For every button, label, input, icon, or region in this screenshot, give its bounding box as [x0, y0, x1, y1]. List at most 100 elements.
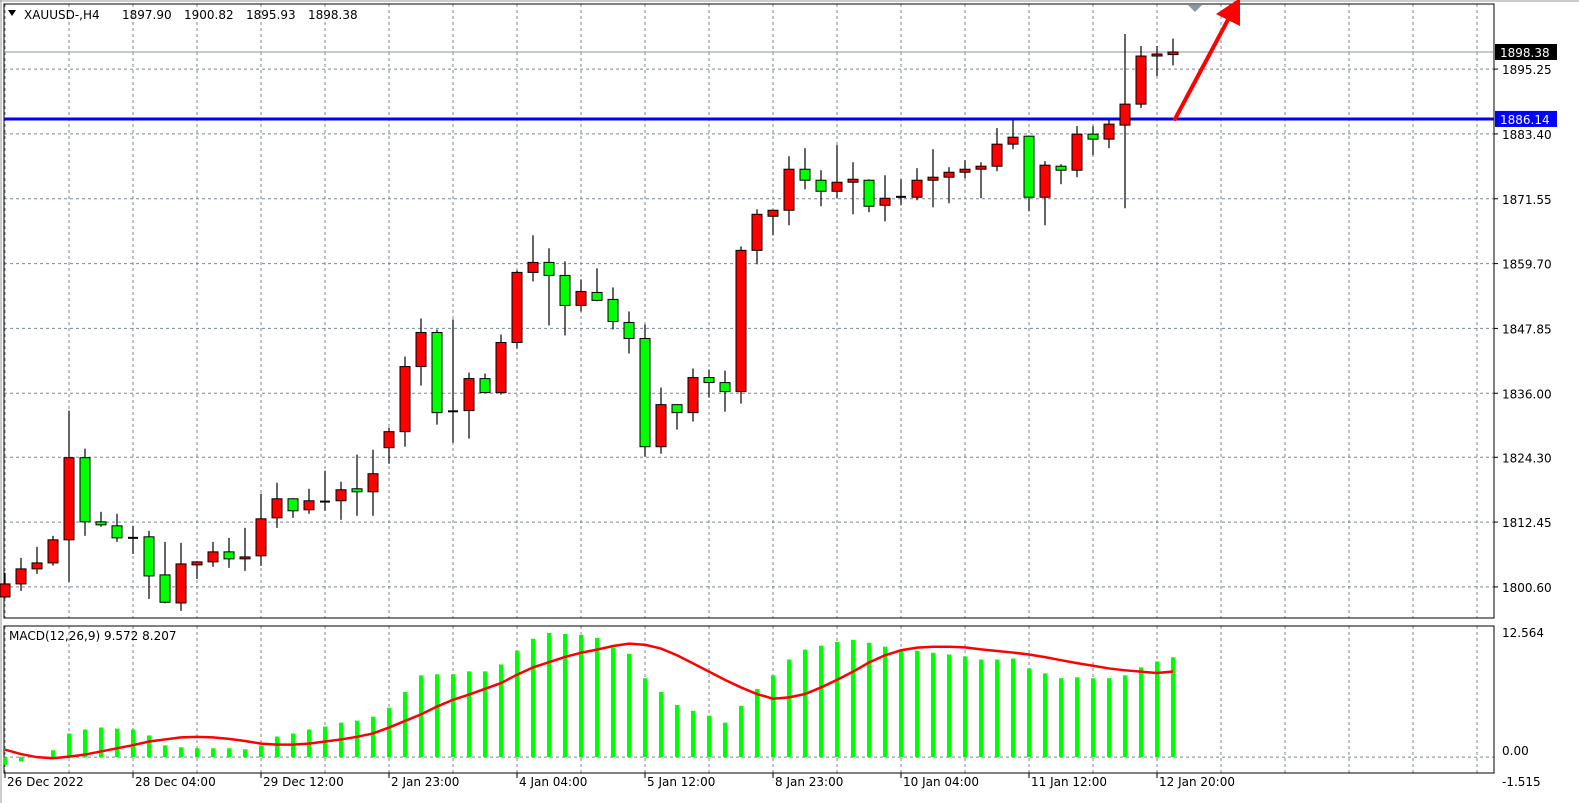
macd-histogram-bar [883, 646, 888, 758]
candle [911, 168, 923, 201]
macd-histogram-bar [739, 705, 744, 758]
candle [79, 448, 91, 536]
bid-price-label: 1898.38 [1500, 46, 1550, 60]
candle-body [47, 539, 59, 564]
macd-histogram-bar [995, 659, 1000, 758]
candle [1087, 126, 1099, 156]
candles [0, 33, 1179, 611]
macd-histogram-bar [355, 720, 360, 758]
candle-body [1151, 53, 1163, 57]
candle-body [975, 165, 987, 170]
candle-body [687, 377, 699, 414]
candle [591, 268, 603, 302]
macd-histogram-bar [3, 757, 8, 765]
candle [223, 537, 235, 568]
macd-histogram-bar [1043, 673, 1048, 758]
macd-histogram-bar [691, 710, 696, 758]
candle-body [911, 179, 923, 198]
macd-histogram-bar [67, 733, 72, 758]
candle [607, 287, 619, 330]
candle-body [159, 574, 171, 603]
candle-body [351, 488, 363, 493]
candle-body [575, 290, 587, 306]
macd-histogram-bar [371, 716, 376, 758]
macd-histogram-bar [1075, 677, 1080, 758]
macd-histogram-bar [723, 722, 728, 758]
macd-histogram-bar [819, 645, 824, 758]
red-arrow-annotation[interactable] [1173, 0, 1240, 121]
candle [63, 410, 75, 582]
candle-body [1055, 165, 1067, 171]
macd-histogram-bar [483, 671, 488, 758]
candle [303, 488, 315, 514]
macd-histogram-bar [931, 652, 936, 758]
price-tick-label: 1895.25 [1502, 63, 1552, 77]
macd-histogram-bar [163, 745, 168, 758]
level-price-tag [1495, 110, 1557, 127]
macd-histogram-bar [115, 728, 120, 758]
candle-body [559, 274, 571, 306]
candle-body [767, 209, 779, 217]
candle [847, 162, 859, 215]
candle-body [959, 168, 971, 173]
time-tick-label: 28 Dec 04:00 [135, 775, 216, 789]
macd-histogram-bar [1123, 675, 1128, 758]
candle-body [0, 583, 11, 598]
candle-body [95, 521, 107, 526]
candle [431, 329, 443, 425]
time-tick-label: 12 Jan 20:00 [1159, 775, 1235, 789]
candle-body [271, 498, 283, 519]
candle [511, 270, 523, 349]
candle [207, 541, 219, 567]
candle [543, 248, 555, 326]
macd-histogram-bar [787, 659, 792, 758]
macd-histogram-bar [707, 715, 712, 758]
macd-histogram-bar [435, 674, 440, 758]
candle-body [799, 168, 811, 181]
candle [1007, 120, 1019, 150]
candle [1071, 126, 1083, 178]
candle [815, 170, 827, 207]
time-tick-label: 2 Jan 23:00 [391, 775, 459, 789]
candle-body [831, 181, 843, 192]
candle-body [383, 431, 395, 449]
macd-tick-label: 12.564 [1502, 626, 1544, 640]
candle [959, 160, 971, 179]
macd-histogram-bar [1027, 668, 1032, 758]
macd-tick-label: -1.515 [1502, 775, 1541, 789]
candle-body [479, 378, 491, 394]
macd-histogram-bar [451, 674, 456, 758]
candle-body [463, 378, 475, 412]
arrow-shaft [1173, 14, 1232, 121]
candle [175, 542, 187, 611]
macd-histogram-bar [547, 632, 552, 758]
macd-histogram-bar [259, 745, 264, 758]
candle [255, 493, 267, 566]
candle [1151, 46, 1163, 77]
candle [271, 482, 283, 528]
candle-body [879, 197, 891, 206]
bid-price-tag [1495, 43, 1557, 60]
chart-shift-marker-icon[interactable] [1188, 5, 1202, 12]
macd-histogram-bar [579, 635, 584, 758]
macd-histogram-bar [979, 659, 984, 758]
candle [239, 527, 251, 571]
price-tick-label: 1871.55 [1502, 193, 1552, 207]
candle-body [1103, 123, 1115, 140]
candle [415, 318, 427, 386]
candle-body [15, 568, 27, 585]
macd-histogram-bar [915, 650, 920, 758]
candle-body [815, 179, 827, 192]
candle [143, 530, 155, 599]
candle [655, 387, 667, 454]
close-value: 1898.38 [308, 8, 358, 22]
candle-body [1071, 133, 1083, 171]
candle [879, 175, 891, 222]
candle-body [287, 498, 299, 512]
candle-body [223, 551, 235, 560]
triangle-down-icon[interactable] [8, 10, 16, 16]
candle [15, 557, 27, 591]
macd-histogram-bar [851, 639, 856, 758]
macd-indicator [3, 632, 1176, 765]
